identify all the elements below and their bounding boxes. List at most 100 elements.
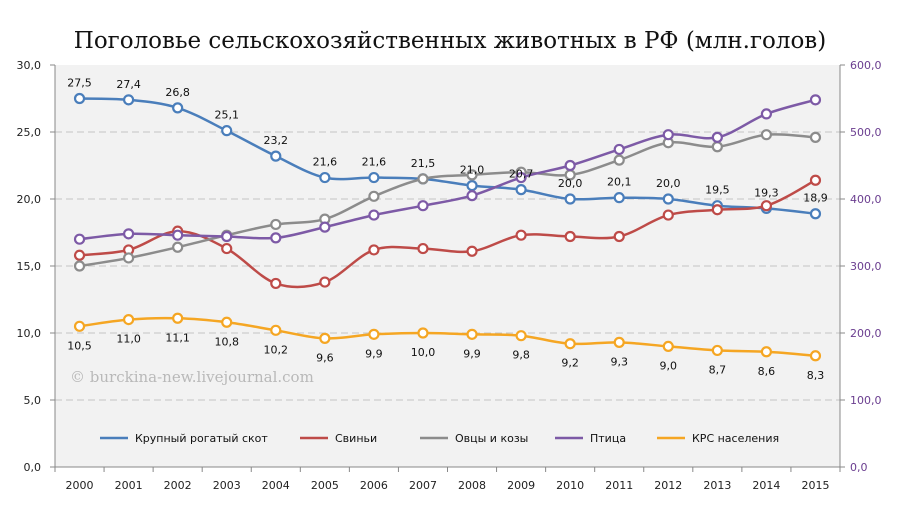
series-line [79, 98, 816, 241]
x-tick-label: 2011 [605, 479, 633, 492]
data-label: 20,0 [656, 177, 681, 190]
data-point [515, 184, 527, 196]
legend-item: КРС населения [657, 432, 779, 445]
x-tick-label: 2012 [654, 479, 682, 492]
legend-item: Птица [555, 432, 626, 445]
data-point [221, 316, 233, 328]
data-label: 23,2 [264, 134, 289, 147]
data-label: 9,8 [512, 349, 530, 362]
data-point [809, 208, 822, 220]
data-point [73, 320, 86, 332]
x-tick-label: 2004 [262, 479, 290, 492]
left-tick-label: 15,0 [17, 260, 42, 273]
x-axis: 2000 2001 2002 2003 2004 2005 2006 2007 2008 2009… [54, 466, 841, 492]
data-point [564, 159, 576, 172]
data-label: 27,4 [116, 78, 141, 91]
legend: Крупный рогатый скот Свиньи Овцы и козы Пти… [100, 432, 779, 445]
data-point [564, 338, 576, 350]
gridlines [55, 131, 840, 401]
data-label: 9,3 [610, 355, 628, 368]
series-3 [73, 94, 822, 245]
data-point [662, 209, 674, 221]
data-label: 20,7 [509, 168, 534, 181]
data-point [613, 230, 625, 243]
data-point [270, 150, 282, 162]
data-point [711, 131, 723, 143]
left-tick-label: 25,0 [17, 126, 42, 139]
data-point [122, 228, 135, 240]
data-label: 8,6 [758, 365, 776, 378]
data-point [809, 174, 822, 186]
data-label: 27,5 [67, 77, 92, 90]
data-point [466, 190, 478, 202]
data-label: 18,9 [803, 192, 828, 205]
legend-label: Крупный рогатый скот [135, 432, 268, 445]
chart-title: Поголовье сельскохозяйственных животных … [74, 28, 826, 54]
legend-label: Овцы и козы [455, 432, 528, 445]
x-tick-label: 2002 [164, 479, 192, 492]
right-tick-label: 600,0 [850, 59, 882, 72]
data-label: 11,1 [165, 331, 190, 344]
x-tick-label: 2015 [801, 479, 829, 492]
data-point [221, 230, 233, 243]
right-tick-label: 300,0 [850, 260, 882, 273]
data-point [417, 327, 429, 339]
data-point [172, 241, 184, 253]
series-layer [73, 92, 822, 362]
data-point [466, 180, 478, 192]
data-point [73, 249, 86, 261]
x-tick-label: 2003 [213, 479, 241, 492]
data-point [122, 252, 135, 264]
right-tick-label: 100,0 [850, 394, 882, 407]
data-point [711, 344, 723, 357]
data-point [809, 350, 822, 362]
data-point [368, 190, 380, 202]
x-tick-label: 2009 [507, 479, 535, 492]
data-point [122, 314, 135, 326]
data-point [760, 346, 773, 358]
data-label: 19,3 [754, 186, 779, 199]
x-tick-label: 2013 [703, 479, 731, 492]
right-y-axis: 0,0 100,0 200,0 300,0 400,0 500,0 600,0 [839, 59, 882, 474]
data-point [368, 244, 380, 256]
left-tick-label: 20,0 [17, 193, 42, 206]
data-point [613, 192, 625, 204]
data-point [172, 312, 184, 324]
data-point [466, 245, 478, 257]
data-point [760, 200, 773, 212]
x-tick-label: 2007 [409, 479, 437, 492]
x-tick-label: 2001 [115, 479, 143, 492]
data-point [172, 229, 184, 241]
data-point [613, 336, 625, 348]
left-y-axis: 0,0 5,0 10,0 15,0 20,0 25,0 30,0 [17, 59, 56, 474]
data-point [711, 204, 723, 216]
data-point [613, 143, 625, 156]
data-label: 25,1 [214, 109, 239, 122]
data-point [809, 131, 822, 143]
data-point [319, 276, 331, 288]
data-label: 19,5 [705, 184, 730, 197]
data-label: 21,5 [411, 157, 436, 170]
data-point [122, 94, 135, 106]
data-point [319, 332, 331, 344]
left-tick-label: 30,0 [17, 59, 42, 72]
series-line [79, 97, 816, 215]
left-tick-label: 5,0 [24, 394, 42, 407]
data-point [221, 242, 233, 255]
legend-item: Свиньи [300, 432, 377, 445]
data-point [466, 169, 478, 181]
plot-area [55, 65, 840, 467]
data-point [760, 129, 773, 141]
data-label: 20,1 [607, 176, 632, 189]
data-point [662, 340, 674, 352]
data-point [368, 209, 380, 221]
data-point [662, 193, 674, 205]
right-tick-label: 500,0 [850, 126, 882, 139]
data-label: 10,0 [411, 346, 436, 359]
data-label: 9,2 [561, 357, 579, 370]
right-tick-label: 0,0 [850, 461, 868, 474]
data-point [73, 92, 86, 105]
x-tick-label: 2014 [752, 479, 780, 492]
data-point [270, 277, 282, 290]
